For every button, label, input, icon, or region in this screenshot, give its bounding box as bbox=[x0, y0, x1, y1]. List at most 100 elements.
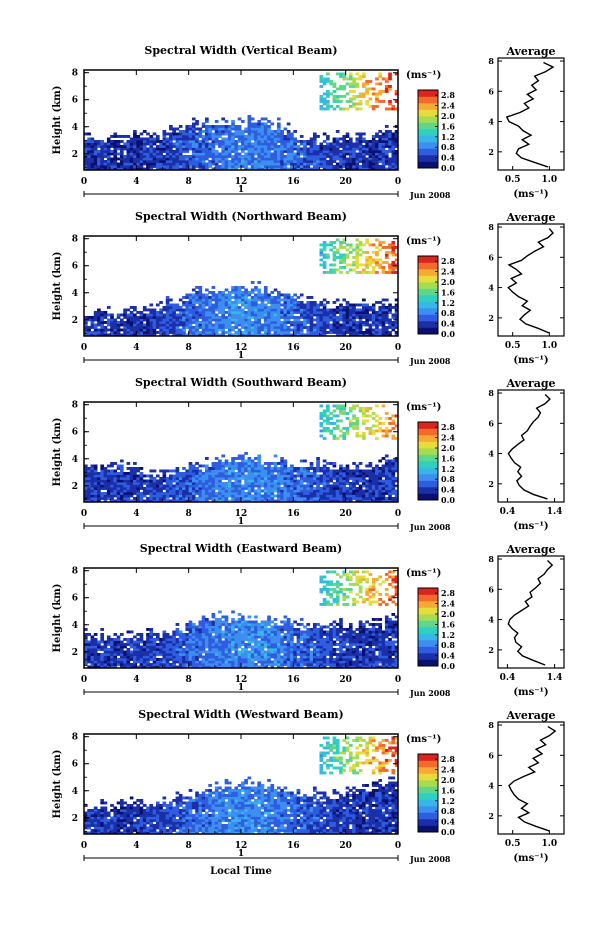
heatmap-cell bbox=[303, 306, 307, 309]
heatmap-cell bbox=[251, 462, 255, 465]
heatmap-cell bbox=[346, 304, 350, 307]
heatmap-cell bbox=[320, 165, 324, 168]
heatmap-cell bbox=[257, 123, 261, 126]
heatmap-cell bbox=[140, 143, 144, 146]
heatmap-cell bbox=[110, 492, 114, 495]
heatmap-cell bbox=[140, 140, 144, 143]
heatmap-cell bbox=[300, 158, 304, 161]
heatmap-cell bbox=[359, 331, 363, 334]
heatmap-cell bbox=[251, 301, 255, 304]
heatmap-cell bbox=[391, 306, 395, 309]
heatmap-cell bbox=[372, 492, 376, 495]
heatmap-cell bbox=[254, 294, 258, 297]
heatmap-cell bbox=[310, 472, 314, 475]
heatmap-cell bbox=[179, 495, 183, 498]
heatmap-cell bbox=[212, 492, 216, 495]
heatmap-cell bbox=[238, 492, 242, 495]
heatmap-cell bbox=[323, 83, 327, 86]
heatmap-cell bbox=[274, 304, 278, 307]
heatmap-cell bbox=[388, 160, 392, 163]
heatmap-cell bbox=[212, 286, 216, 289]
heatmap-cell bbox=[280, 487, 284, 490]
heatmap-cell bbox=[212, 482, 216, 485]
heatmap-cell bbox=[261, 301, 265, 304]
heatmap-cell bbox=[264, 289, 268, 292]
average-x-tick-label: 0.5 bbox=[505, 341, 521, 351]
heatmap-cell bbox=[110, 643, 114, 646]
heatmap-cell bbox=[359, 153, 363, 156]
heatmap-cell bbox=[303, 153, 307, 156]
heatmap-cell bbox=[333, 485, 337, 488]
y-tick-label: 8 bbox=[72, 235, 78, 245]
heatmap-cell bbox=[369, 163, 373, 166]
heatmap-cell bbox=[365, 480, 369, 483]
heatmap-cell bbox=[159, 482, 163, 485]
heatmap-cell bbox=[359, 148, 363, 151]
heatmap-cell bbox=[349, 85, 353, 88]
heatmap-cell bbox=[310, 155, 314, 158]
heatmap-cell bbox=[248, 140, 252, 143]
heatmap-cell bbox=[352, 495, 356, 498]
heatmap-cell bbox=[182, 155, 186, 158]
heatmap-cell bbox=[104, 155, 108, 158]
heatmap-cell bbox=[228, 331, 232, 334]
heatmap-cell bbox=[359, 462, 363, 465]
heatmap-cell bbox=[378, 487, 382, 490]
heatmap-cell bbox=[284, 331, 288, 334]
heatmap-cell bbox=[117, 165, 121, 168]
heatmap-cell bbox=[284, 482, 288, 485]
heatmap-cell bbox=[369, 160, 373, 163]
heatmap-cell bbox=[378, 266, 382, 269]
heatmap-cell bbox=[342, 324, 346, 327]
heatmap-cell bbox=[385, 435, 389, 438]
heatmap-cell bbox=[107, 314, 111, 317]
heatmap-cell bbox=[100, 497, 104, 500]
heatmap-cell bbox=[329, 264, 333, 267]
heatmap-cell bbox=[100, 314, 104, 317]
heatmap-cell bbox=[346, 477, 350, 480]
heatmap-cell bbox=[248, 163, 252, 166]
heatmap-cell bbox=[97, 329, 101, 332]
heatmap-cell bbox=[202, 160, 206, 163]
heatmap-cell bbox=[221, 155, 225, 158]
heatmap-cell bbox=[136, 165, 140, 168]
heatmap-cell bbox=[107, 477, 111, 480]
heatmap-cell bbox=[244, 475, 248, 478]
heatmap-cell bbox=[146, 329, 150, 332]
heatmap-cell bbox=[189, 155, 193, 158]
heatmap-cell bbox=[140, 472, 144, 475]
heatmap-cell bbox=[231, 155, 235, 158]
heatmap-cell bbox=[107, 661, 111, 664]
heatmap-cell bbox=[261, 150, 265, 153]
heatmap-cell bbox=[346, 153, 350, 156]
heatmap-cell bbox=[293, 492, 297, 495]
heatmap-cell bbox=[166, 163, 170, 166]
heatmap-cell bbox=[372, 88, 376, 91]
heatmap-cell bbox=[385, 90, 389, 93]
heatmap-cell bbox=[100, 636, 104, 639]
heatmap-cell bbox=[257, 143, 261, 146]
heatmap-cell bbox=[254, 153, 258, 156]
heatmap-cell bbox=[375, 140, 379, 143]
heatmap-cell bbox=[130, 480, 134, 483]
heatmap-cell bbox=[163, 143, 167, 146]
heatmap-cell bbox=[349, 306, 353, 309]
heatmap-cell bbox=[225, 153, 229, 156]
heatmap-cell bbox=[248, 470, 252, 473]
heatmap-cell bbox=[202, 123, 206, 126]
heatmap-cell bbox=[342, 88, 346, 91]
heatmap-cell bbox=[346, 472, 350, 475]
heatmap-cell bbox=[342, 261, 346, 264]
x-tick-label: 16 bbox=[287, 343, 300, 353]
heatmap-cell bbox=[241, 163, 245, 166]
heatmap-cell bbox=[215, 480, 219, 483]
heatmap-cell bbox=[329, 477, 333, 480]
heatmap-cell bbox=[326, 314, 330, 317]
heatmap-cell bbox=[218, 153, 222, 156]
heatmap-cell bbox=[375, 316, 379, 319]
heatmap-cell bbox=[355, 492, 359, 495]
heatmap-cell bbox=[238, 286, 242, 289]
heatmap-cell bbox=[244, 321, 248, 324]
heatmap-cell bbox=[228, 314, 232, 317]
heatmap-cell bbox=[270, 477, 274, 480]
